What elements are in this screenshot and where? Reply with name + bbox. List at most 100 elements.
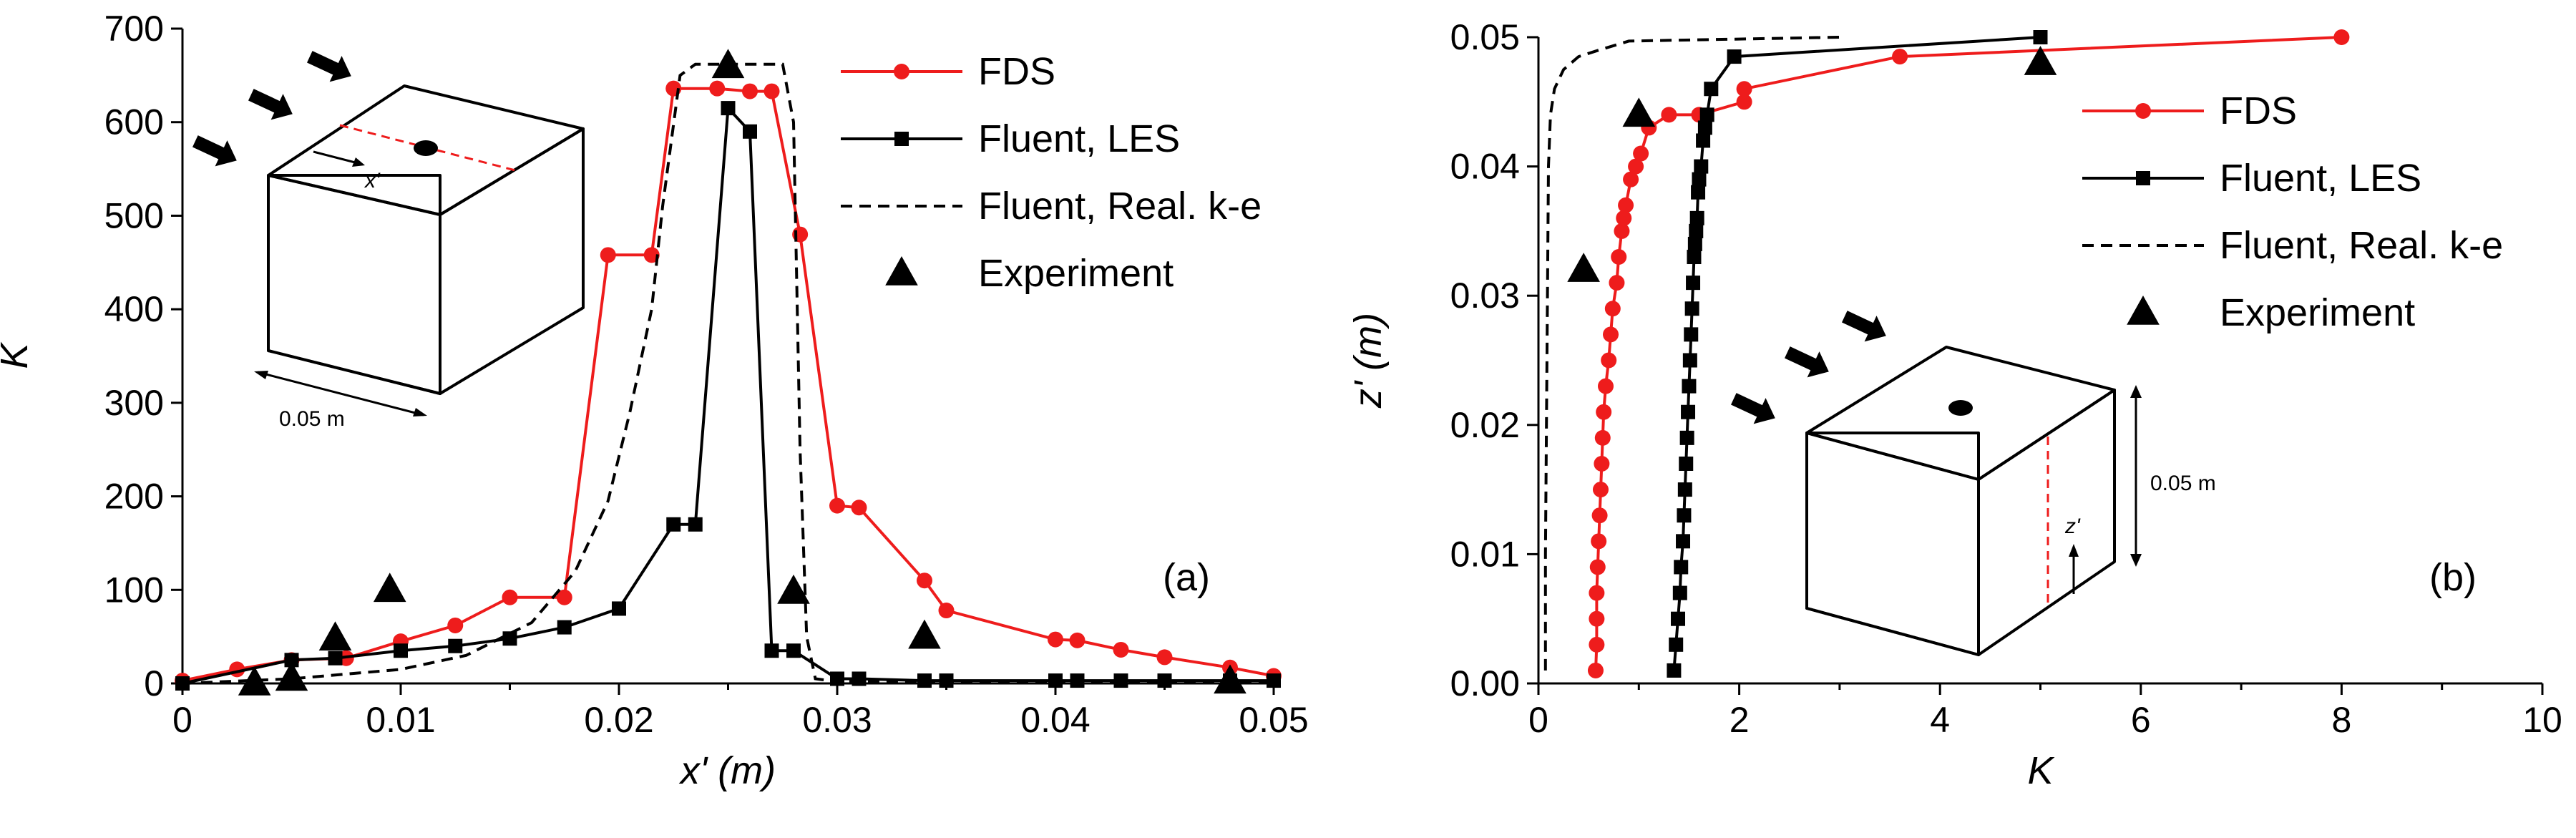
- point-fluent-les: [1157, 673, 1172, 688]
- point-experiment: [908, 619, 941, 649]
- legend-marker-fluent-les: [894, 132, 909, 146]
- point-fds: [600, 247, 616, 263]
- x-tick-label: 0.01: [366, 700, 435, 740]
- point-fluent-les: [852, 671, 867, 686]
- point-fds: [1623, 171, 1639, 187]
- point-fluent-les: [328, 651, 343, 666]
- legend-label-fds: FDS: [978, 50, 1055, 93]
- y-axis-label: K: [0, 342, 36, 369]
- point-fds: [2333, 29, 2350, 45]
- point-fluent-les: [1687, 236, 1702, 251]
- point-fds: [1628, 158, 1644, 175]
- point-fluent-les: [1692, 172, 1707, 187]
- point-fluent-les: [786, 643, 801, 658]
- point-fluent-les: [1667, 663, 1682, 678]
- point-fluent-les: [1682, 353, 1697, 368]
- point-fluent-les: [502, 631, 517, 646]
- point-fds: [1609, 275, 1625, 291]
- legend-label-fluent-les: Fluent, LES: [978, 117, 1180, 160]
- point-fds: [1591, 533, 1607, 550]
- point-fluent-les: [688, 517, 703, 532]
- point-fds: [1596, 404, 1612, 420]
- flow-arrow-icon: [1731, 393, 1775, 424]
- chart-a: 0 0.01 0.02 0.03 0.04 0.05 0 100 200 300 400 500 600…: [0, 9, 1309, 792]
- point-fds: [938, 603, 955, 619]
- cube-edges: [1805, 432, 1980, 656]
- point-fds: [1633, 145, 1649, 162]
- dimension-arrowhead: [2130, 554, 2142, 567]
- x-tick-label: 0.05: [1239, 700, 1308, 740]
- point-fds: [447, 617, 464, 633]
- arrow-head: [248, 89, 293, 120]
- legend-label-experiment: Experiment: [978, 252, 1174, 295]
- dimension-arrowhead: [254, 371, 268, 379]
- y-tick-label: 100: [104, 570, 164, 610]
- arrow-head: [1731, 393, 1775, 424]
- x-tick-label: 10: [2522, 700, 2562, 740]
- panel-label: (b): [2429, 556, 2477, 599]
- point-fds: [1661, 107, 1677, 123]
- dimension-line: [257, 371, 424, 416]
- z-prime-arrowhead: [2069, 544, 2079, 557]
- point-fds: [1592, 482, 1609, 498]
- x-axis-label: x' (m): [678, 749, 776, 792]
- point-fds: [556, 589, 572, 605]
- point-fds: [763, 83, 780, 99]
- series-line-fds: [182, 87, 1274, 683]
- x-tick-label: 0.03: [802, 700, 872, 740]
- point-fds: [1736, 81, 1752, 97]
- x-tick-label: 0: [172, 700, 192, 740]
- point-fluent-les: [1671, 611, 1686, 626]
- y-tick-label: 0.02: [1450, 405, 1520, 445]
- point-experiment: [777, 574, 810, 604]
- series-line-fluent-real-k-e: [182, 62, 1274, 685]
- point-fds: [1603, 326, 1619, 343]
- arrow-head: [1842, 311, 1886, 342]
- y-tick-label: 700: [104, 9, 164, 49]
- point-fds: [1587, 662, 1604, 678]
- point-fds: [1611, 249, 1627, 265]
- point-fluent-les: [666, 517, 681, 532]
- y-tick-label: 400: [104, 289, 164, 329]
- point-experiment: [711, 49, 745, 79]
- y-tick-label: 0: [144, 663, 164, 703]
- point-fds: [1604, 301, 1621, 317]
- point-fluent-les: [1697, 120, 1712, 135]
- point-fluent-les: [1691, 185, 1706, 200]
- legend-label-fluent-real-k-e: Fluent, Real. k-e: [2220, 224, 2503, 267]
- arrow-head: [1785, 346, 1829, 378]
- y-tick-label: 500: [104, 195, 164, 235]
- y-tick-label: 0.03: [1450, 276, 1520, 316]
- inset-cube-b: z' 0.05 m: [1731, 311, 2216, 656]
- legend-label-fluent-les: Fluent, LES: [2220, 157, 2421, 200]
- point-fluent-les: [1727, 49, 1742, 64]
- flow-arrow-icon: [1785, 346, 1829, 378]
- legend-marker-experiment: [2127, 296, 2160, 325]
- point-experiment: [1622, 97, 1656, 127]
- point-fds: [851, 500, 867, 516]
- point-fds: [1736, 94, 1752, 110]
- flow-arrow-icon: [307, 51, 351, 82]
- point-fluent-les: [743, 124, 757, 139]
- probe-point: [414, 140, 438, 156]
- inset-dimension-label: 0.05 m: [2150, 472, 2216, 495]
- point-fds: [1614, 223, 1630, 239]
- point-fluent-les: [830, 671, 844, 686]
- point-fds: [1594, 429, 1611, 446]
- y-tick-label: 200: [104, 477, 164, 517]
- point-fds: [1598, 378, 1614, 394]
- x-tick-label: 0.04: [1020, 700, 1090, 740]
- y-axis-label: z' (m): [1347, 313, 1390, 409]
- point-fds: [742, 83, 758, 99]
- point-fluent-les: [1696, 133, 1711, 148]
- point-fluent-les: [1672, 585, 1687, 600]
- x-axis-label: K: [2027, 749, 2054, 792]
- flow-arrow-icon: [1842, 311, 1886, 342]
- point-fluent-les: [1677, 482, 1692, 497]
- point-fds: [1589, 610, 1605, 627]
- y-tick-label: 0.05: [1450, 17, 1520, 57]
- point-fluent-les: [721, 101, 736, 116]
- point-experiment: [318, 621, 352, 651]
- point-fluent-les: [1669, 637, 1684, 652]
- point-experiment: [1567, 253, 1600, 282]
